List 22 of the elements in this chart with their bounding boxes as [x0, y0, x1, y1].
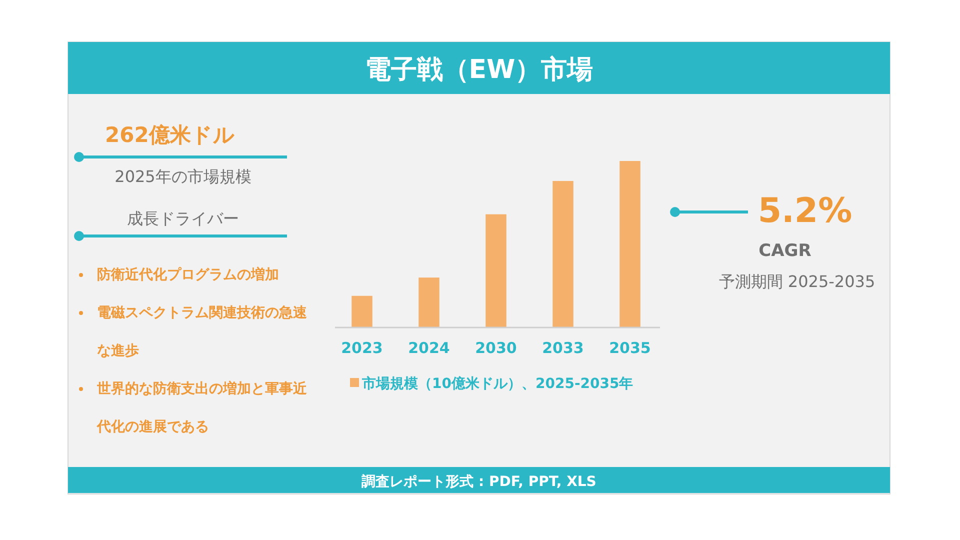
text: 防衛近代化プログラムの増加 [97, 266, 279, 283]
x-tick-label: 2024 [408, 339, 450, 357]
legend-label: 市場規模（10億米ドル）、2025-2035年 [361, 375, 634, 392]
text: 262億米ドル [105, 123, 235, 147]
bar [418, 278, 440, 328]
x-tick-label: 2023 [341, 339, 383, 357]
bar [352, 296, 372, 328]
x-tick-label: 2033 [542, 339, 584, 357]
text: 電磁スペクトラム関連技術の急速な進歩 [97, 305, 307, 359]
text: 世界的な防衛支出の増加と軍事近代化の進展である [97, 381, 307, 435]
chart-title: 電子戦（EW）市場 [364, 55, 594, 85]
x-tick-label: 2030 [475, 339, 517, 357]
text: CAGR [758, 241, 812, 261]
text: 予測期間 2025-2035 [718, 272, 876, 291]
text: 5.2% [758, 191, 852, 231]
text: 2025年の市場規模 [114, 167, 252, 186]
x-tick-label: 2035 [609, 339, 651, 357]
text: 調査レポート形式 : PDF, PPT, XLS [362, 473, 596, 490]
bar [552, 180, 574, 328]
text: 成長ドライバー [127, 209, 239, 228]
bar [620, 161, 640, 328]
bar [486, 214, 506, 328]
